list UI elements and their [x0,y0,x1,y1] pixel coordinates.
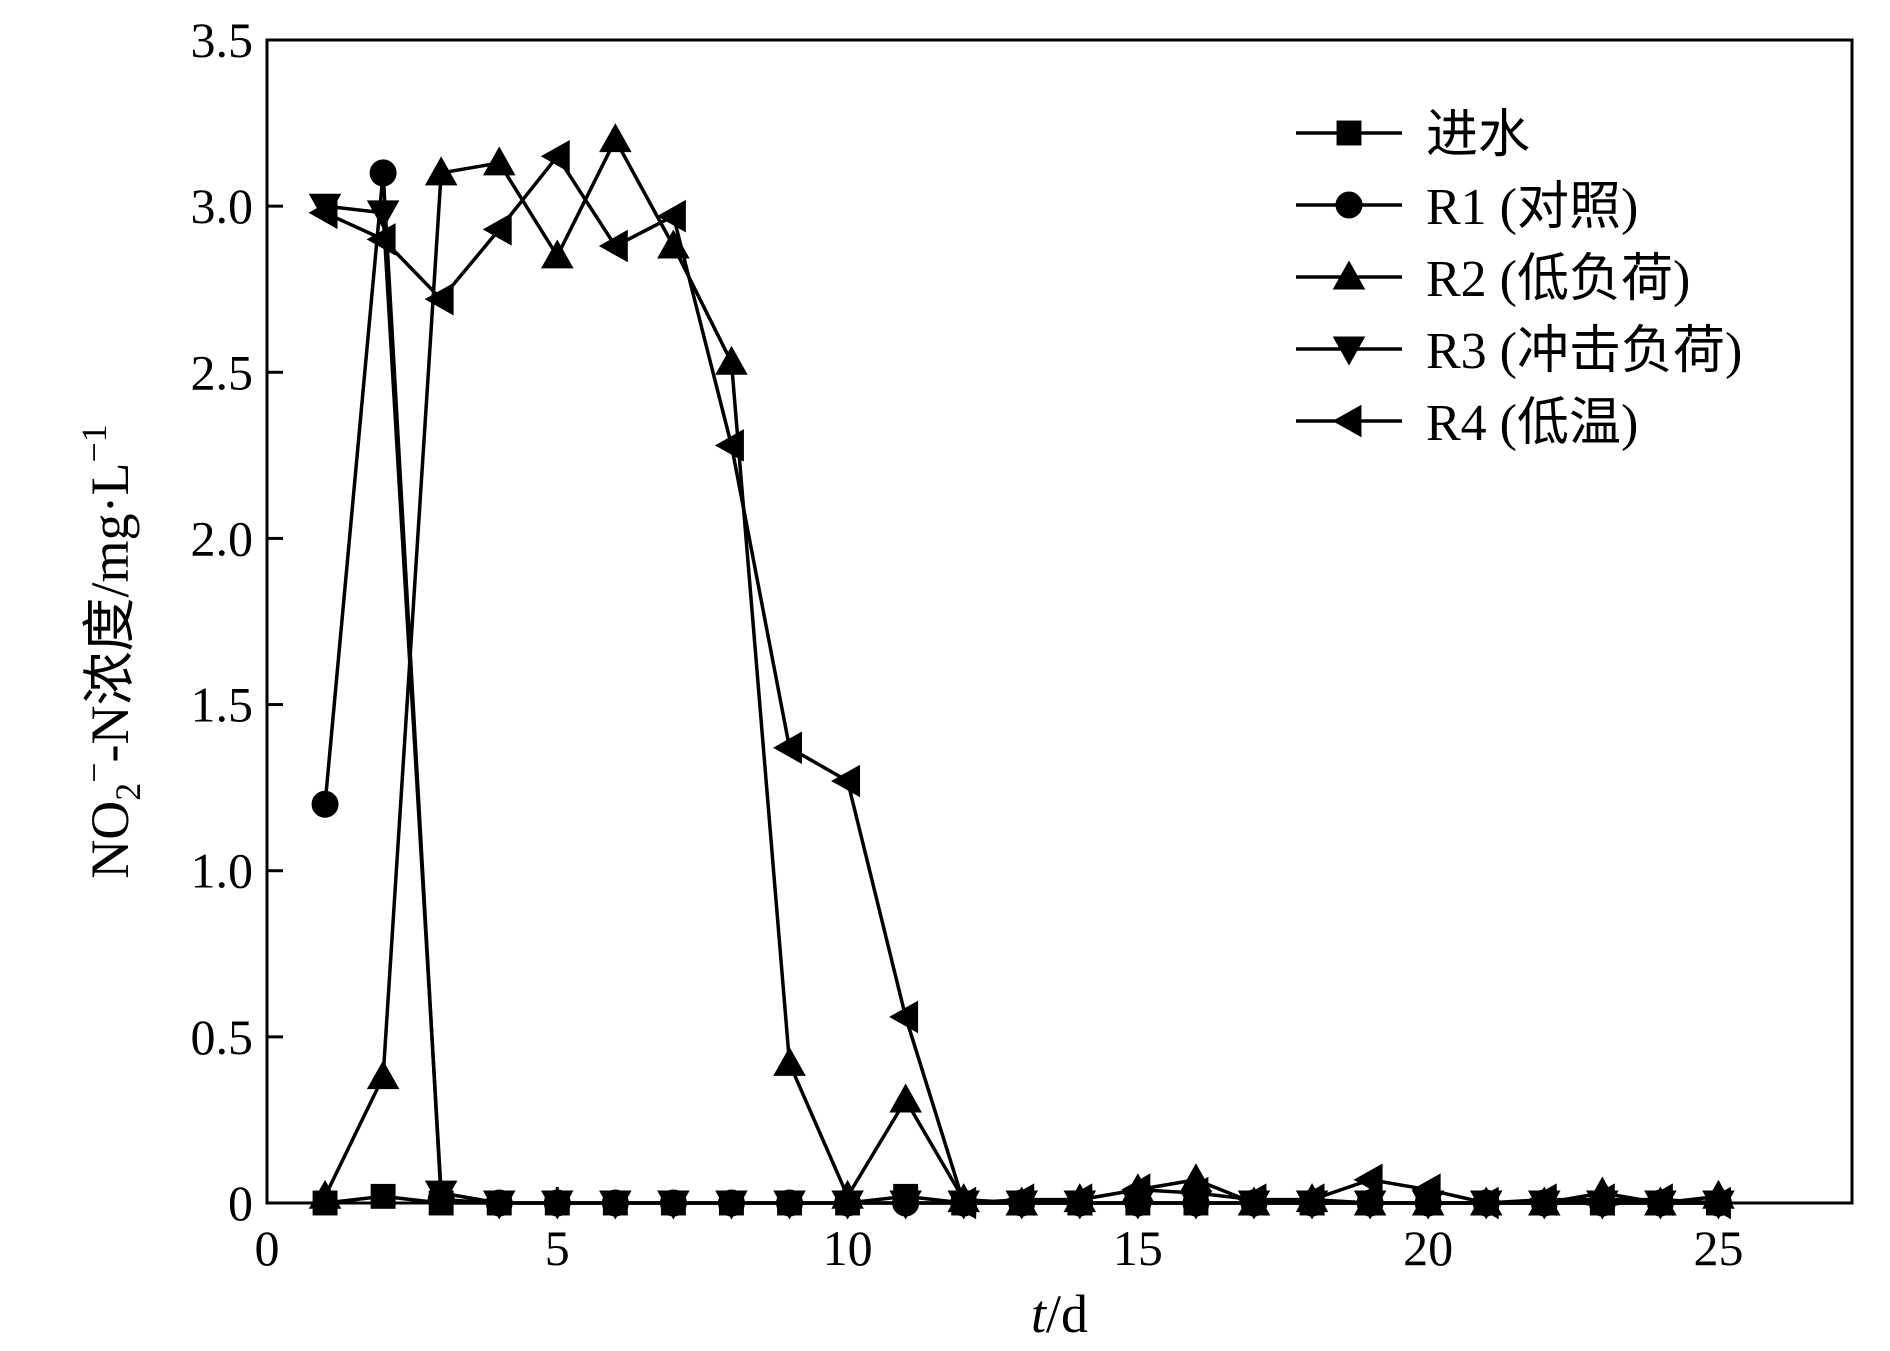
y-tick-label: 1.0 [191,843,254,899]
y-tick-label: 2.0 [191,510,254,566]
data-point [1121,1173,1151,1206]
y-axis-title-part2: -N浓度/mg·L [80,463,140,763]
x-tick-label: 20 [1403,1220,1453,1276]
data-point [772,731,802,765]
legend-item: R1 (对照) [1296,179,1638,236]
data-point [1353,1163,1383,1197]
data-point [657,1190,690,1220]
y-tick-label: 3.0 [191,178,254,234]
data-point [598,229,628,263]
series-2 [311,159,1732,1217]
legend: 进水 R1 (对照) R2 (低负荷) R3 (冲击负荷) R4 (低温) [1296,107,1742,452]
data-point [1643,1183,1673,1216]
legend-item: R2 (低负荷) [1296,251,1690,308]
data-point [482,1190,516,1220]
data-point [424,1180,458,1210]
data-point [889,1190,922,1220]
data-point [1295,1183,1325,1216]
y-axis-title: NO2−-N浓度/mg·L−1 [74,424,148,879]
y-axis-title-sub: 2 [108,783,148,801]
y-tick-label: 1.5 [191,677,254,733]
y-axis-title-part1: NO [80,801,140,879]
series-5 [308,140,1731,1220]
x-tick-label: 10 [823,1220,873,1276]
data-point [1527,1183,1557,1216]
legend-marker [1332,404,1362,438]
data-point [1005,1183,1035,1216]
legend-marker [1332,336,1366,366]
y-tick-label: 3.5 [191,12,254,68]
data-point [1353,1190,1387,1220]
x-axis-title-unit: /d [1046,1284,1088,1344]
legend-item: R3 (冲击负荷) [1296,323,1742,380]
data-point [599,1190,632,1220]
data-point [482,213,512,246]
x-tick-label: 0 [255,1220,280,1276]
data-point [1063,1183,1093,1216]
data-point [366,1060,400,1090]
legend-item: R4 (低温) [1296,395,1638,452]
data-point [366,223,396,256]
legend-label: R1 (对照) [1426,179,1638,236]
y-axis-title-sup: − [74,762,114,782]
y-tick-label: 2.5 [191,344,254,400]
data-point [714,429,744,462]
plot-frame [265,38,1854,1205]
data-point [715,1190,748,1220]
data-point [889,1083,922,1113]
data-point [482,146,516,176]
data-point [1585,1183,1615,1216]
y-axis-title-unit-sup: −1 [74,424,114,462]
series-line [324,154,1719,1205]
data-point [369,159,397,187]
data-point [773,1046,806,1076]
data-point [540,140,570,173]
data-point [889,1000,919,1034]
legend-marker [1335,191,1363,219]
data-point [366,200,400,230]
data-point [308,196,338,230]
legend-label: R2 (低负荷) [1426,251,1690,308]
legend-item: 进水 [1296,107,1530,164]
x-axis-title: t/d [1031,1284,1088,1344]
data-point [831,764,861,798]
ticks-layer: 0 5 10 15 20 25 0 0.5 1.0 1.5 2.0 2.5 3.0 3.5 [191,12,1744,1276]
data-point [1179,1176,1209,1210]
data-point [311,790,339,818]
legend-label: 进水 [1426,107,1530,164]
legend-marker [1336,120,1362,146]
x-tick-label: 15 [1113,1220,1163,1276]
data-point [370,1183,396,1209]
data-point [1237,1183,1267,1216]
data-point [599,123,632,153]
data-point [424,282,454,316]
legend-label: R3 (冲击负荷) [1426,323,1742,380]
data-point [715,345,748,375]
legend-label: R4 (低温) [1426,395,1638,452]
x-tick-label: 5 [545,1220,570,1276]
x-axis-title-italic: t [1031,1284,1048,1344]
data-point [773,1190,806,1220]
data-point [424,156,458,186]
y-tick-label: 0 [228,1175,253,1231]
data-point [1411,1173,1441,1206]
x-tick-label: 25 [1693,1220,1743,1276]
data-point [656,199,686,233]
legend-marker [1332,260,1366,290]
y-tick-label: 0.5 [191,1009,254,1065]
data-point [308,1179,342,1209]
data-point [541,239,574,269]
